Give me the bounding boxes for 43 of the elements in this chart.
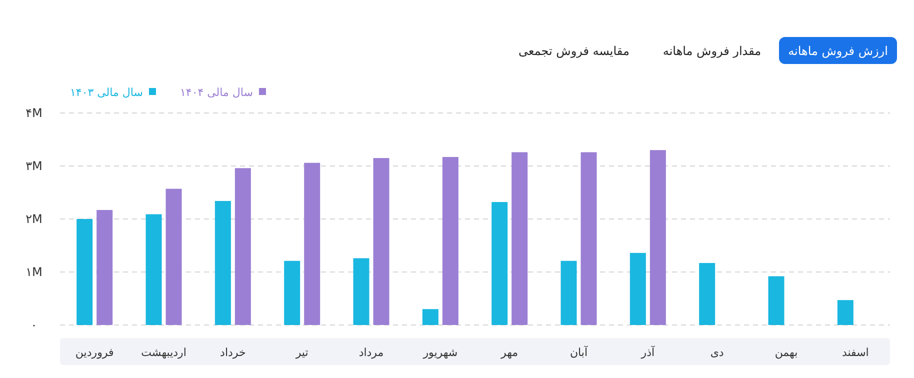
bar: [699, 262, 716, 325]
x-tick-label: مرداد: [358, 346, 384, 359]
y-tick-label: ۱M: [26, 265, 42, 279]
bar: [234, 168, 251, 325]
bar: [214, 200, 231, 325]
text: ارزش فروش ماهانه: [788, 44, 888, 58]
x-tick-label: دی: [710, 346, 724, 359]
x-tick-label: اردیبهشت: [141, 346, 186, 359]
text: مقایسه فروش تجمعی: [518, 44, 630, 58]
bar: [512, 152, 528, 325]
text: مقدار فروش ماهانه: [662, 44, 762, 58]
legend-label: سال مالی ۱۴۰۳: [70, 86, 143, 99]
x-tick-label: خرداد: [220, 346, 246, 359]
bar: [837, 300, 854, 325]
bar: [580, 152, 597, 325]
x-tick-label: بهمن: [774, 346, 798, 359]
y-tick-label: ۰: [30, 318, 38, 332]
x-tick-label: شهریور: [422, 346, 458, 359]
bar: [422, 309, 438, 325]
bar: [96, 210, 113, 325]
bar: [76, 219, 93, 325]
x-tick-label: مهر: [500, 346, 518, 359]
bar: [560, 260, 577, 325]
x-tick-label: تیر: [294, 346, 308, 359]
bar: [166, 188, 182, 325]
bar: [492, 202, 508, 325]
bar: [353, 258, 370, 325]
bar: [768, 276, 784, 325]
bar: [630, 252, 646, 325]
x-tick-label: آذر: [640, 345, 656, 359]
bar: [650, 150, 666, 325]
x-tick-label: اسفند: [842, 346, 869, 359]
bar: [284, 260, 300, 325]
bar: [304, 162, 320, 325]
y-tick-label: ۳M: [26, 159, 42, 173]
x-tick-label: آبان: [570, 345, 588, 359]
x-tick-label: فروردین: [75, 346, 114, 359]
bar: [442, 156, 458, 325]
bar: [373, 158, 390, 325]
y-tick-label: ۴M: [26, 106, 42, 120]
bar: [146, 214, 162, 325]
legend-label: سال مالی ۱۴۰۴: [180, 86, 253, 99]
y-tick-label: ۲M: [26, 212, 42, 226]
